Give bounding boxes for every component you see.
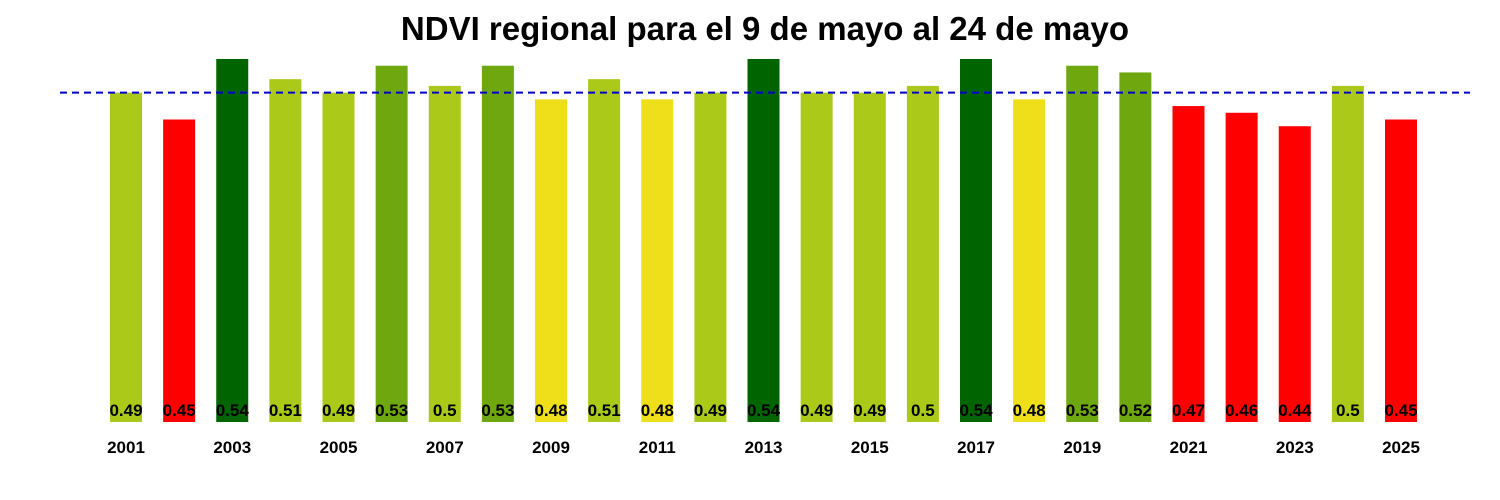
x-tick-label-2011: 2011 (639, 438, 676, 457)
bar-2015 (853, 92, 886, 423)
bars-layer (110, 59, 1417, 423)
x-tick-label-2009: 2009 (532, 438, 570, 457)
bar-2020 (1119, 72, 1152, 422)
bar-2013 (747, 59, 780, 422)
value-label-2020: 0.52 (1119, 401, 1152, 420)
value-label-2006: 0.53 (375, 401, 408, 420)
bar-2016 (906, 85, 939, 422)
x-tick-label-2013: 2013 (745, 438, 783, 457)
value-label-2013: 0.54 (747, 401, 781, 420)
x-tick-label-2021: 2021 (1170, 438, 1208, 457)
bar-2004 (269, 79, 302, 423)
value-label-2019: 0.53 (1066, 401, 1099, 420)
value-label-2009: 0.48 (534, 401, 567, 420)
x-tick-label-2015: 2015 (851, 438, 889, 457)
value-label-2008: 0.53 (481, 401, 514, 420)
value-labels-layer: 0.49 0.45 0.54 0.51 0.49 0.53 0.5 0.53 0.48 0.51 0… (109, 401, 1417, 420)
value-label-2012: 0.49 (694, 401, 727, 420)
bar-2022 (1225, 112, 1258, 422)
value-label-2005: 0.49 (322, 401, 355, 420)
bar-2018 (1013, 99, 1046, 422)
x-tick-label-2003: 2003 (213, 438, 251, 457)
bar-2014 (800, 92, 833, 423)
bar-2003 (216, 59, 249, 422)
x-tick-label-2007: 2007 (426, 438, 464, 457)
x-tick-labels-layer: 2001 2003 2005 2007 2009 2011 2013 2015 2017 2019… (107, 438, 1420, 457)
value-label-2017: 0.54 (959, 401, 993, 420)
value-label-2010: 0.51 (588, 401, 621, 420)
x-tick-label-2005: 2005 (320, 438, 358, 457)
bar-2011 (641, 99, 674, 422)
x-tick-label-2017: 2017 (957, 438, 995, 457)
bar-2010 (588, 79, 621, 423)
bar-2025 (1385, 119, 1417, 422)
value-label-2022: 0.46 (1225, 401, 1258, 420)
x-tick-label-2025: 2025 (1382, 438, 1420, 457)
bar-2019 (1066, 65, 1099, 422)
chart-title: NDVI regional para el 9 de mayo al 24 de… (400, 10, 1130, 47)
bar-2007 (428, 85, 461, 422)
value-label-2015: 0.49 (853, 401, 886, 420)
x-tick-label-2001: 2001 (107, 438, 145, 457)
value-label-2024: 0.5 (1336, 401, 1360, 420)
bar-2002 (163, 119, 196, 422)
value-label-2016: 0.5 (911, 401, 935, 420)
x-tick-label-2019: 2019 (1063, 438, 1101, 457)
bar-2021 (1172, 106, 1205, 422)
value-label-2021: 0.47 (1172, 401, 1205, 420)
value-label-2018: 0.48 (1013, 401, 1046, 420)
value-label-2007: 0.5 (433, 401, 457, 420)
value-label-2014: 0.49 (800, 401, 833, 420)
value-label-2023: 0.44 (1278, 401, 1312, 420)
value-label-2002: 0.45 (163, 401, 196, 420)
value-label-2003: 0.54 (216, 401, 250, 420)
bar-2006 (375, 65, 408, 422)
bar-2012 (694, 92, 727, 423)
bar-2005 (322, 92, 355, 423)
bar-2001 (110, 92, 142, 423)
bar-2008 (481, 65, 514, 422)
x-tick-label-2023: 2023 (1276, 438, 1314, 457)
value-label-2001: 0.49 (109, 401, 142, 420)
bar-2009 (535, 99, 567, 422)
value-label-2011: 0.48 (641, 401, 674, 420)
bar-2017 (960, 59, 992, 422)
value-label-2025: 0.45 (1384, 401, 1417, 420)
bar-2023 (1278, 126, 1311, 422)
bar-2024 (1331, 85, 1364, 422)
value-label-2004: 0.51 (269, 401, 302, 420)
